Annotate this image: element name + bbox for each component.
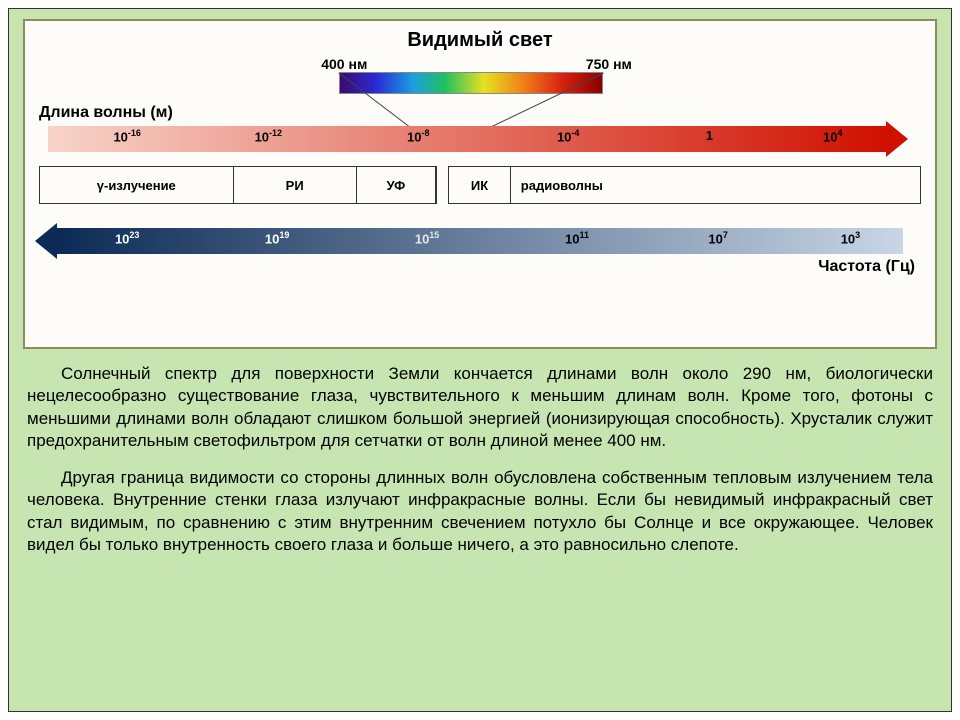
spectrum-diagram: Видимый свет 400 нм 750 нм Длина волны (…	[23, 19, 937, 349]
frequency-arrow-row: 1023 1019 1015 1011 107 103	[39, 226, 921, 256]
visible-spectrum-bar	[339, 72, 604, 94]
band-ИК: ИК	[449, 167, 511, 203]
frequency-tick: 1015	[415, 230, 439, 246]
frequency-tick: 1023	[115, 230, 139, 246]
visible-right-nm: 750 нм	[586, 56, 632, 72]
wavelength-tick: 1	[706, 128, 713, 143]
frequency-tick: 1019	[265, 230, 289, 246]
wavelength-tick: 104	[823, 128, 842, 144]
band-радиоволны: радиоволны	[511, 167, 920, 203]
frequency-tick: 103	[841, 230, 860, 246]
page-outer: Видимый свет 400 нм 750 нм Длина волны (…	[8, 8, 952, 712]
frequency-label: Частота (Гц)	[39, 258, 921, 276]
paragraph-2: Другая граница видимости со стороны длин…	[23, 467, 937, 557]
frequency-tick: 107	[708, 230, 727, 246]
paragraph-1: Солнечный спектр для поверхности Земли к…	[23, 363, 937, 453]
wavelength-label: Длина волны (м)	[39, 104, 921, 122]
wavelength-arrow-row: 10-16 10-12 10-8 10-4 1 104	[39, 124, 921, 154]
wavelength-tick: 10-8	[407, 128, 429, 144]
diagram-title: Видимый свет	[39, 29, 921, 52]
frequency-tick: 1011	[565, 230, 589, 246]
frequency-ticks: 1023 1019 1015 1011 107 103	[39, 230, 921, 250]
band-УФ: УФ	[357, 167, 436, 203]
band-γ-излучение: γ-излучение	[40, 167, 234, 203]
wavelength-tick: 10-4	[557, 128, 579, 144]
wavelength-tick: 10-16	[113, 128, 140, 144]
radiation-bands: γ-излучениеРИУФ ИКрадиоволны	[39, 166, 921, 204]
band-gap	[436, 166, 449, 204]
wavelength-ticks: 10-16 10-12 10-8 10-4 1 104	[39, 128, 921, 148]
visible-spectrum-row: 400 нм 750 нм	[39, 56, 921, 98]
visible-left-nm: 400 нм	[321, 56, 367, 72]
wavelength-tick: 10-12	[255, 128, 282, 144]
band-РИ: РИ	[234, 167, 357, 203]
